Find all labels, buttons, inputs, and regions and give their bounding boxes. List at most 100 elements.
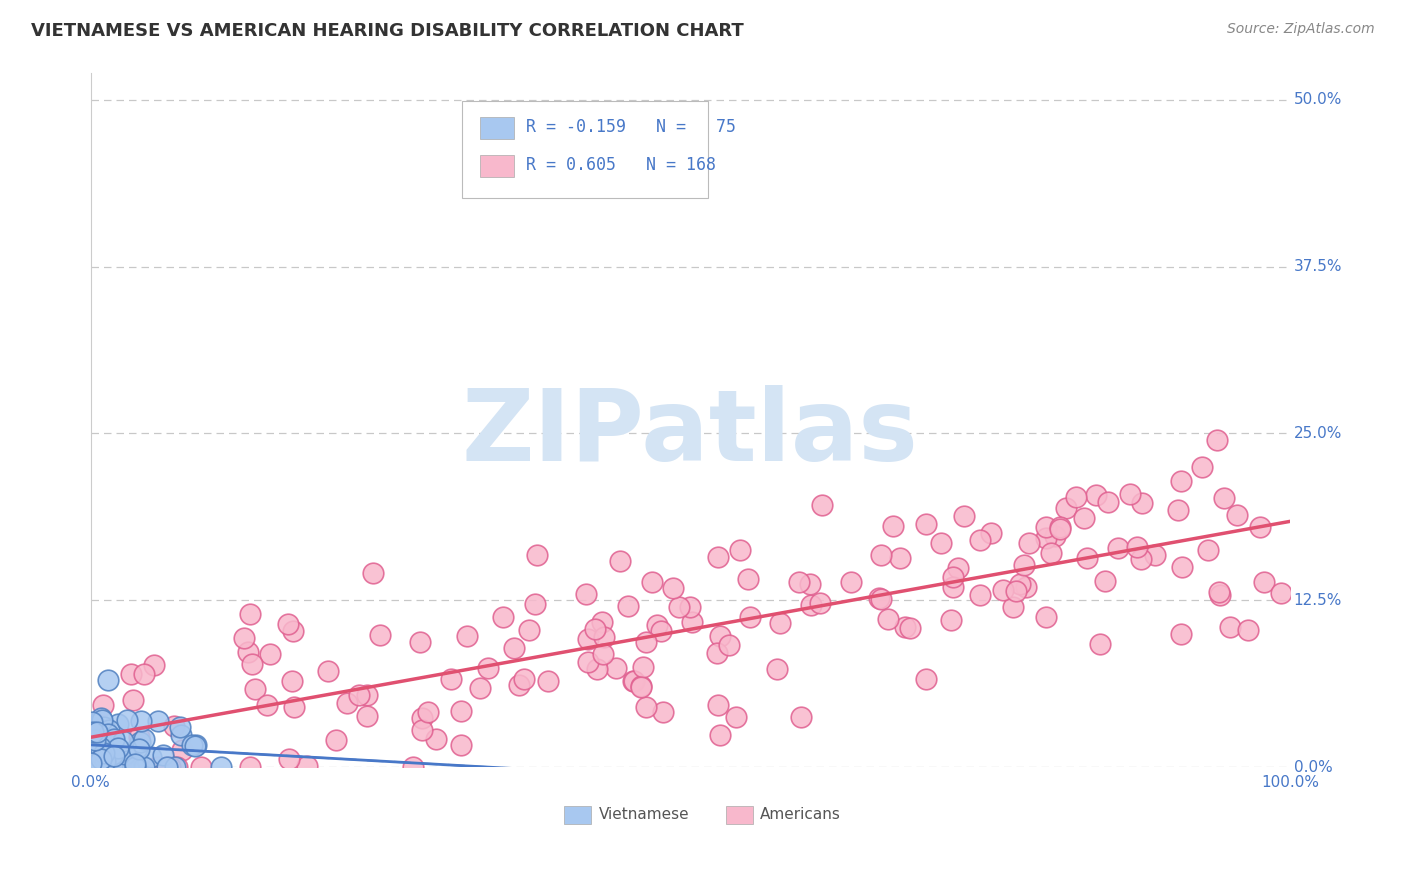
Point (1097, 495, 1119, 509)
Point (134, 760, 156, 774)
Point (129, 714, 152, 728)
Point (107, 756, 129, 771)
Point (370, 628, 392, 642)
Point (869, 548, 891, 562)
Point (152, 748, 174, 763)
Point (132, 732, 155, 747)
Point (1170, 475, 1192, 489)
Point (605, 661, 627, 675)
Point (592, 630, 614, 644)
Point (114, 747, 136, 762)
Text: Source: ZipAtlas.com: Source: ZipAtlas.com (1227, 22, 1375, 37)
Point (256, 698, 278, 712)
Point (91, 698, 114, 713)
Point (800, 598, 823, 612)
Point (80, 738, 103, 752)
Point (450, 704, 472, 718)
Point (84, 760, 107, 774)
Point (870, 591, 893, 606)
Point (709, 728, 731, 742)
Point (523, 597, 546, 611)
Point (89, 740, 111, 755)
Point (1064, 490, 1087, 504)
Point (630, 679, 652, 693)
Point (1001, 599, 1024, 614)
Point (841, 575, 863, 590)
Point (117, 759, 139, 773)
Point (576, 655, 599, 669)
Point (83, 737, 105, 751)
FancyBboxPatch shape (481, 155, 515, 178)
Point (725, 709, 748, 723)
Point (1209, 588, 1232, 602)
FancyBboxPatch shape (481, 117, 515, 139)
Point (128, 742, 150, 756)
Point (536, 673, 558, 688)
Point (316, 665, 339, 679)
Point (1213, 491, 1236, 505)
Point (915, 673, 938, 687)
Point (1008, 577, 1031, 591)
Text: ZIPatlas: ZIPatlas (463, 385, 918, 483)
Point (349, 688, 371, 702)
Point (101, 760, 124, 774)
Point (668, 599, 690, 614)
Point (80, 714, 103, 729)
Point (143, 657, 166, 672)
Point (82, 730, 104, 744)
Point (706, 646, 728, 660)
Point (942, 580, 965, 594)
Point (1191, 460, 1213, 475)
Point (283, 700, 305, 714)
Point (931, 536, 953, 550)
Point (526, 548, 548, 562)
Point (953, 508, 976, 523)
Point (184, 739, 207, 754)
Point (1108, 541, 1130, 555)
Point (645, 618, 668, 632)
Point (103, 749, 125, 764)
FancyBboxPatch shape (463, 101, 709, 198)
Point (1167, 503, 1189, 517)
Point (86, 724, 108, 739)
Point (243, 681, 266, 696)
Point (808, 596, 831, 610)
Text: R = -0.159   N =   75: R = -0.159 N = 75 (526, 118, 735, 136)
Point (82, 744, 104, 758)
Point (939, 613, 962, 627)
Point (120, 746, 142, 760)
Point (86, 721, 108, 735)
Point (84, 733, 107, 747)
Text: 12.5%: 12.5% (1294, 593, 1341, 607)
Point (583, 622, 606, 636)
Point (163, 719, 186, 733)
Point (1094, 574, 1116, 588)
Point (110, 760, 132, 774)
Point (82, 760, 104, 774)
Point (679, 600, 702, 615)
Point (190, 760, 212, 774)
Point (1118, 487, 1140, 501)
Point (295, 759, 318, 773)
Point (80, 725, 103, 739)
Point (769, 616, 792, 631)
Point (240, 657, 263, 672)
Point (1015, 580, 1038, 594)
Point (166, 760, 188, 774)
Point (640, 574, 662, 589)
Point (425, 731, 447, 746)
Point (1043, 528, 1066, 542)
Point (617, 599, 640, 614)
Point (1226, 508, 1249, 522)
Point (519, 623, 541, 637)
Point (93, 746, 115, 760)
Point (575, 587, 598, 601)
Point (1219, 619, 1241, 633)
Point (1253, 575, 1275, 590)
Point (84, 741, 107, 756)
Point (914, 517, 936, 532)
Point (790, 710, 813, 724)
Point (156, 760, 179, 774)
Point (325, 732, 347, 747)
Point (766, 662, 789, 676)
